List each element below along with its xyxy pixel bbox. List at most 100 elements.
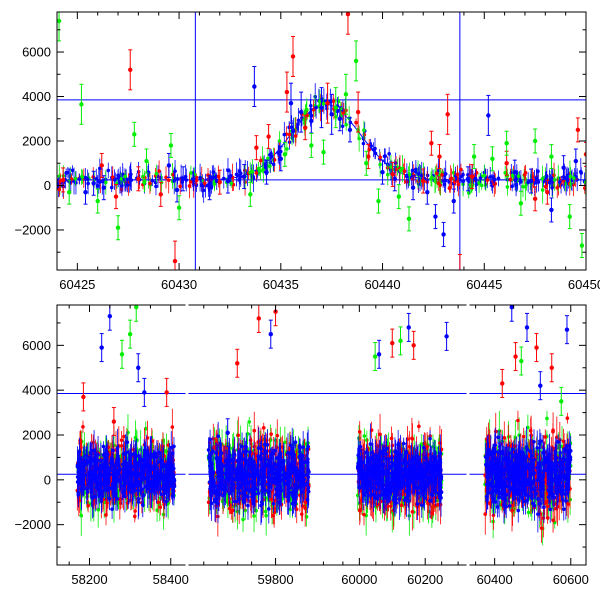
cloud-point: [402, 169, 407, 174]
cluster-point: [172, 444, 176, 449]
data-point-red: [284, 89, 290, 95]
cloud-point: [70, 168, 75, 173]
data-point-green: [282, 152, 288, 157]
cluster-point: [114, 475, 119, 480]
cluster-point: [294, 507, 299, 512]
data-point-red: [575, 127, 581, 133]
cloud-point: [378, 162, 382, 167]
cluster-point: [233, 503, 237, 508]
cluster-point: [166, 485, 171, 490]
cloud-point: [229, 181, 234, 186]
cluster-point: [256, 446, 261, 450]
data-point-red: [445, 112, 450, 117]
cluster-point: [147, 463, 151, 468]
x-tick-label: 60445: [466, 277, 502, 292]
cloud-point: [473, 176, 478, 181]
cluster-point: [266, 507, 271, 511]
cluster-point: [258, 456, 263, 460]
data-point-red: [345, 12, 351, 17]
cloud-point: [157, 169, 161, 173]
cloud-point: [449, 176, 454, 181]
cloud-point: [268, 153, 272, 157]
cluster-point: [303, 500, 307, 504]
cloud-point: [83, 175, 88, 180]
cloud-point: [405, 174, 409, 179]
data-point-green: [57, 18, 62, 24]
cluster-point: [149, 489, 153, 494]
top-series-red: [60, 12, 586, 270]
bottom-chart: 58200 58400 59800 60000 60200 60400 60600−2000…: [14, 304, 589, 587]
cloud-point: [164, 175, 168, 180]
cluster-point: [125, 440, 130, 445]
cloud-point: [344, 122, 348, 127]
cloud-point: [208, 175, 213, 180]
cluster-point: [130, 482, 135, 486]
cloud-point: [212, 182, 217, 186]
cloud-point: [407, 172, 412, 177]
cluster-point: [96, 487, 101, 492]
data-point-red: [99, 163, 104, 168]
cloud-point: [447, 180, 451, 184]
cloud-point: [545, 174, 549, 179]
cluster-point: [216, 434, 220, 439]
cluster-point: [122, 477, 127, 482]
cluster-point: [93, 456, 97, 460]
cloud-point: [579, 171, 583, 175]
cluster-point: [95, 458, 100, 463]
cluster-point: [139, 489, 143, 493]
cloud-point: [94, 177, 99, 181]
cloud-point: [523, 170, 528, 175]
cloud-point: [508, 177, 513, 182]
cloud-point: [106, 168, 111, 173]
cluster-point: [86, 503, 90, 508]
cloud-point: [202, 181, 207, 186]
data-point-green: [309, 143, 314, 148]
cluster-point: [301, 445, 305, 449]
cloud-point: [120, 172, 125, 177]
cluster-point: [264, 513, 268, 518]
x-tick-label: 60450: [568, 277, 600, 292]
cloud-point: [540, 188, 545, 192]
cloud-point: [236, 173, 240, 178]
data-point-green: [518, 201, 524, 206]
top-axis-ticks: [56, 12, 587, 270]
data-point-blue: [573, 158, 579, 164]
cluster-point: [89, 478, 93, 482]
cloud-point: [385, 172, 390, 177]
cloud-point: [254, 171, 259, 175]
cluster-point: [101, 466, 106, 471]
cloud-point: [211, 170, 216, 174]
data-point-green: [67, 189, 72, 195]
cluster-point: [123, 494, 127, 499]
cloud-point: [550, 185, 554, 190]
data-point-green: [567, 214, 572, 219]
cluster-point: [248, 438, 253, 443]
cloud-point: [468, 179, 472, 184]
cluster-point: [252, 514, 256, 518]
x-tick-label: 60435: [263, 277, 299, 292]
data-point-blue: [166, 163, 172, 168]
data-point-green: [176, 205, 182, 210]
cloud-point: [213, 175, 218, 180]
cluster-point: [153, 469, 157, 474]
cloud-point: [172, 179, 177, 183]
y-tick-label: −2000: [14, 222, 51, 237]
cluster-point: [79, 482, 84, 486]
cloud-point: [442, 182, 447, 187]
data-point-red: [290, 54, 296, 59]
cluster-point: [156, 460, 161, 464]
data-point-blue: [225, 178, 231, 184]
cloud-point: [178, 184, 182, 189]
cloud-point: [293, 134, 298, 138]
cloud-point: [510, 184, 514, 189]
cluster-point: [227, 506, 232, 511]
cloud-point: [557, 180, 562, 184]
cloud-point: [331, 99, 336, 104]
cluster-point: [118, 501, 123, 505]
cloud-point: [184, 178, 189, 182]
cloud-point: [488, 175, 493, 179]
cloud-point: [296, 118, 301, 123]
cluster-point: [84, 487, 89, 491]
cloud-point: [277, 139, 282, 143]
